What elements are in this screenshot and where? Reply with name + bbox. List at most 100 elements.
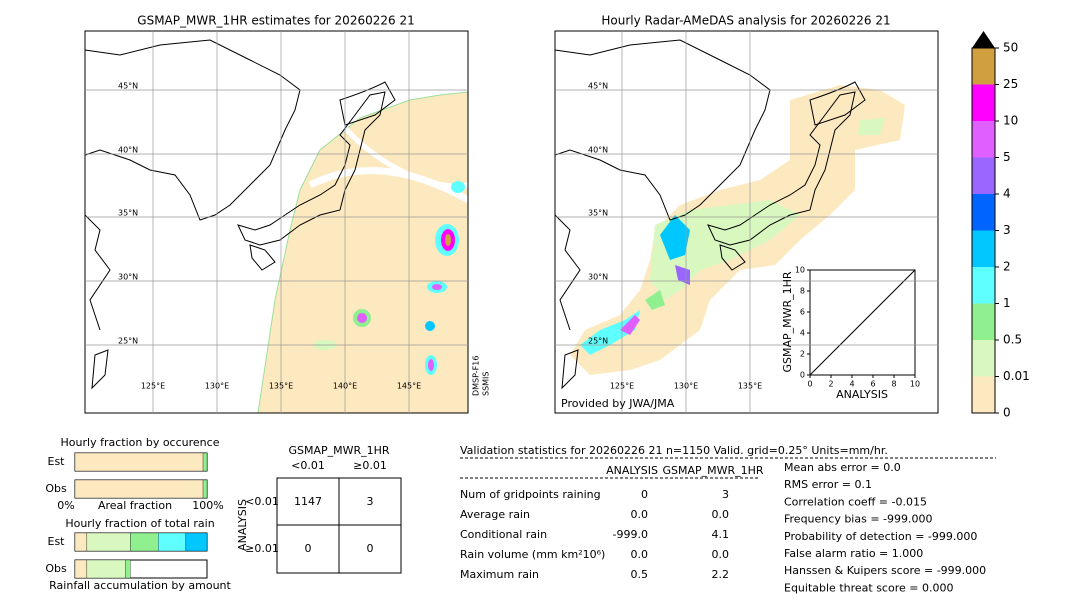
y-tick-label: 4 — [800, 329, 805, 338]
coastline — [719, 244, 746, 271]
table-cell: 0 — [305, 542, 312, 555]
rain-patch — [645, 290, 665, 310]
colorbar-label: 0.5 — [1003, 333, 1022, 347]
panel-title: Hourly fraction of total rain — [65, 517, 214, 530]
rain-patch — [580, 310, 640, 355]
panel-title: Hourly fraction by occurence — [61, 436, 220, 449]
fraction-segment — [185, 532, 208, 552]
colorbar-segment — [972, 230, 995, 267]
colorbar-label: 4 — [1003, 187, 1011, 201]
score: Correlation coeff = -0.015 — [784, 495, 927, 508]
right-map — [554, 30, 939, 414]
axis-label: Areal fraction — [98, 499, 172, 512]
lat-label: 30°N — [118, 273, 138, 282]
colorbar-label: 10 — [1003, 114, 1018, 128]
left-map — [84, 30, 470, 414]
colorbar-label: 2 — [1003, 260, 1011, 274]
y-tick-label: 10 — [795, 266, 805, 275]
fraction-segment — [158, 532, 187, 552]
colorbar-segment — [972, 121, 995, 158]
lon-label: 145°E — [397, 382, 421, 391]
colorbar-label: 3 — [1003, 223, 1011, 237]
score: Probability of detection = -999.000 — [784, 530, 977, 543]
lon-label: 130°E — [205, 382, 229, 391]
coastline — [809, 81, 866, 126]
lon-label: 125°E — [610, 382, 634, 391]
colorbar-segment — [972, 340, 995, 377]
x-tick-label: 6 — [870, 380, 875, 389]
stats-value: 4.1 — [712, 528, 730, 541]
x-tick-label: 2 — [828, 380, 833, 389]
rain-patch — [432, 284, 442, 290]
lat-label: 40°N — [118, 146, 138, 155]
score: False alarm ratio = 1.000 — [784, 547, 923, 560]
x-tick-label: 4 — [849, 380, 854, 389]
lat-label: 25°N — [588, 337, 608, 346]
colorbar-label: 25 — [1003, 77, 1018, 91]
table-title: GSMAP_MWR_1HR — [288, 444, 389, 457]
rain-patch — [425, 321, 435, 331]
colorbar-label: 5 — [1003, 150, 1011, 164]
y-tick-label: 6 — [800, 308, 805, 317]
rain-patch — [428, 359, 434, 371]
colorbar-segment — [972, 303, 995, 340]
table-cell: 0 — [367, 542, 374, 555]
score: Mean abs error = 0.0 — [784, 461, 901, 474]
coastline — [339, 81, 396, 126]
bar-label: Obs — [45, 562, 67, 575]
lat-label: 45°N — [118, 82, 138, 91]
score: Equitable threat score = 0.000 — [784, 581, 953, 594]
fraction-segment — [125, 559, 131, 579]
coastline — [554, 39, 771, 221]
coastline — [707, 91, 856, 246]
lon-label: 125°E — [141, 382, 165, 391]
colorbar-segment — [972, 84, 995, 121]
stats-label: Conditional rain — [460, 528, 547, 541]
colorbar-segment — [972, 157, 995, 194]
lat-label: 30°N — [588, 273, 608, 282]
no-data-gap — [308, 167, 470, 204]
fraction-segment — [74, 452, 204, 472]
stats-label: Average rain — [460, 508, 530, 521]
score: Frequency bias = -999.000 — [784, 513, 933, 526]
bar-label: Est — [48, 535, 66, 548]
coastline — [91, 349, 109, 390]
colorbar-label: 0.01 — [1003, 369, 1030, 383]
colorbar-label: 50 — [1003, 41, 1018, 55]
rain-patch — [357, 313, 367, 323]
rain-patch — [620, 315, 640, 335]
axis-label: 100% — [192, 499, 223, 512]
coastline — [249, 244, 276, 271]
no-data-gap — [328, 108, 469, 189]
rain-patch — [445, 234, 451, 246]
bar-label: Obs — [45, 482, 67, 495]
satellite-label: DMSP-F16 — [472, 356, 481, 396]
colorbar-extension — [972, 31, 995, 48]
score: Hanssen & Kuipers score = -999.000 — [784, 564, 986, 577]
lat-label: 25°N — [118, 337, 138, 346]
colorbar-segment — [972, 194, 995, 231]
axis-label: 0% — [57, 499, 74, 512]
map-title: GSMAP_MWR_1HR estimates for 20260226 21 — [137, 14, 414, 28]
column-header: GSMAP_MWR_1HR — [662, 464, 763, 477]
colorbar-segment — [972, 267, 995, 304]
fraction-segment — [86, 532, 131, 552]
fraction-segment — [130, 532, 159, 552]
map-frame — [554, 30, 939, 414]
lat-label: 35°N — [118, 209, 138, 218]
fraction-segment — [86, 559, 126, 579]
lon-label: 135°E — [738, 382, 762, 391]
x-tick-label: 8 — [891, 380, 896, 389]
column-header: ≥0.01 — [353, 459, 387, 472]
map-frame — [84, 30, 469, 414]
rain-patch — [451, 181, 465, 193]
fraction-segment — [74, 532, 88, 552]
score: RMS error = 0.1 — [784, 478, 872, 491]
stats-value: 0.0 — [631, 548, 649, 561]
x-tick-label: 0 — [807, 380, 812, 389]
rain-patch — [660, 215, 690, 260]
row-header: <0.01 — [245, 495, 279, 508]
fraction-segment — [202, 479, 208, 499]
stats-label: Maximum rain — [460, 568, 539, 581]
